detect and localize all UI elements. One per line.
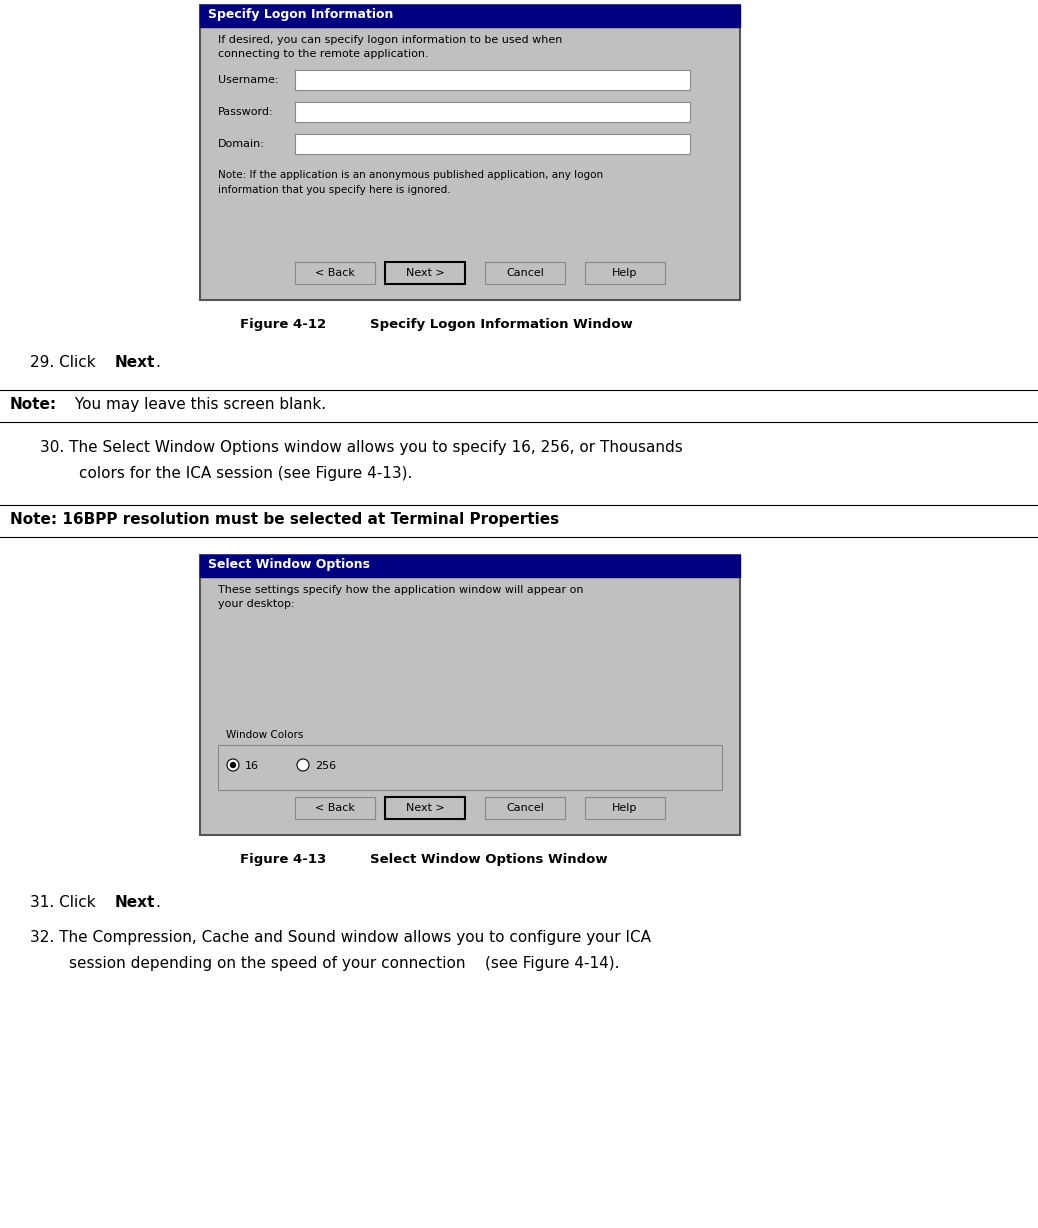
Circle shape (297, 759, 309, 771)
Bar (295, 70, 690, 90)
Bar (485, 262, 565, 284)
Text: < Back: < Back (316, 268, 355, 278)
Text: If desired, you can specify logon information to be used when: If desired, you can specify logon inform… (218, 36, 563, 45)
Bar (295, 102, 690, 122)
Text: Note: 16BPP resolution must be selected at Terminal Properties: Note: 16BPP resolution must be selected … (10, 512, 559, 527)
Text: 30. The Select Window Options window allows you to specify 16, 256, or Thousands: 30. The Select Window Options window all… (40, 440, 683, 456)
Text: Help: Help (612, 803, 637, 813)
Text: connecting to the remote application.: connecting to the remote application. (218, 49, 429, 59)
Bar (218, 745, 722, 790)
Bar (295, 262, 375, 284)
Text: Specify Logon Information: Specify Logon Information (208, 9, 393, 21)
Text: Figure 4-13: Figure 4-13 (240, 853, 326, 866)
Text: Window Colors: Window Colors (226, 729, 303, 740)
Text: Password:: Password: (218, 107, 274, 117)
Text: session depending on the speed of your connection    (see Figure 4-14).: session depending on the speed of your c… (30, 957, 620, 971)
Bar (200, 5, 740, 27)
Text: Help: Help (612, 268, 637, 278)
Text: These settings specify how the application window will appear on: These settings specify how the applicati… (218, 585, 583, 596)
Text: Username:: Username: (218, 75, 278, 85)
Bar (485, 797, 565, 819)
Text: Select Window Options: Select Window Options (208, 558, 370, 571)
Text: 32. The Compression, Cache and Sound window allows you to configure your ICA: 32. The Compression, Cache and Sound win… (30, 930, 651, 946)
Text: Cancel: Cancel (507, 803, 544, 813)
Bar (585, 797, 665, 819)
Text: .: . (155, 355, 160, 370)
Text: Select Window Options Window: Select Window Options Window (370, 853, 607, 866)
Text: 29. Click: 29. Click (30, 355, 101, 370)
Bar (295, 797, 375, 819)
Text: 256: 256 (315, 761, 336, 771)
Text: Cancel: Cancel (507, 268, 544, 278)
Text: 31. Click: 31. Click (30, 895, 101, 910)
Circle shape (230, 763, 236, 768)
Text: Next >: Next > (406, 268, 444, 278)
Text: Note:: Note: (10, 397, 57, 413)
Text: You may leave this screen blank.: You may leave this screen blank. (70, 397, 326, 413)
Text: Figure 4-12: Figure 4-12 (240, 318, 326, 332)
Text: Note: If the application is an anonymous published application, any logon: Note: If the application is an anonymous… (218, 169, 603, 181)
Bar (295, 134, 690, 154)
Text: Next: Next (115, 895, 156, 910)
Bar (385, 797, 465, 819)
Bar (585, 262, 665, 284)
Text: Next >: Next > (406, 803, 444, 813)
Bar (200, 555, 740, 577)
Circle shape (227, 759, 239, 771)
Text: colors for the ICA session (see Figure 4-13).: colors for the ICA session (see Figure 4… (40, 465, 412, 481)
Text: 16: 16 (245, 761, 260, 771)
Bar (200, 5, 740, 300)
Bar (385, 262, 465, 284)
Text: Specify Logon Information Window: Specify Logon Information Window (370, 318, 633, 332)
Text: information that you specify here is ignored.: information that you specify here is ign… (218, 185, 450, 195)
Text: Domain:: Domain: (218, 139, 265, 149)
Bar (200, 555, 740, 835)
Text: < Back: < Back (316, 803, 355, 813)
Text: your desktop:: your desktop: (218, 599, 295, 609)
Text: .: . (155, 895, 160, 910)
Text: Next: Next (115, 355, 156, 370)
